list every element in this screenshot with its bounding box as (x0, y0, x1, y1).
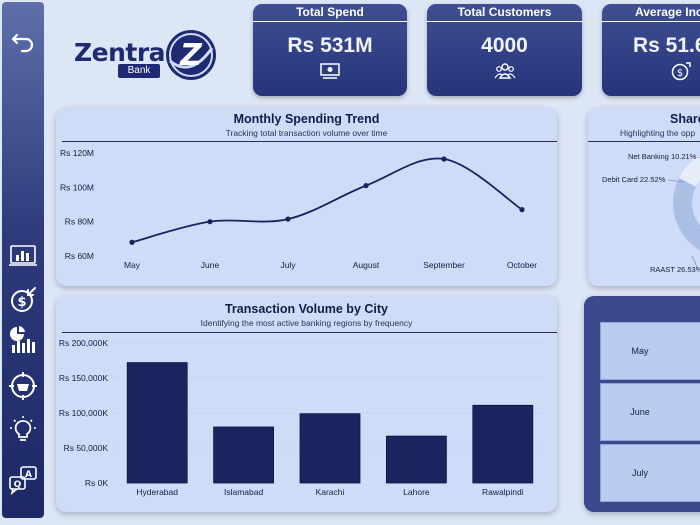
panel-title: Monthly Spending Trend (233, 112, 380, 126)
x-tick-label: June (201, 260, 220, 270)
y-tick-label: Rs 100M (60, 182, 94, 192)
svg-text:A: A (25, 470, 32, 480)
kpi-value: 4000 (481, 34, 528, 57)
y-tick-label: Rs 60M (65, 251, 94, 261)
x-tick-label: Karachi (316, 487, 345, 497)
city-volume-bar-chart: Rs 0K Rs 50,000K Rs 100,000K Rs 150,000K Rs … (59, 338, 546, 497)
svg-text:$: $ (17, 295, 26, 310)
x-tick-label: October (507, 260, 537, 270)
y-tick-label: Rs 100,000K (59, 408, 108, 418)
table-row[interactable]: May (600, 322, 700, 380)
transaction-volume-city-panel: Transaction Volume by City Identifying t… (56, 296, 557, 512)
pie-slice[interactable] (678, 152, 700, 187)
svg-text:Q: Q (14, 480, 22, 490)
y-tick-label: Rs 80M (65, 217, 94, 227)
monthly-spending-line-chart: Rs 60M Rs 80M Rs 100M Rs 120M May June July Aug… (60, 148, 537, 270)
y-tick-label: Rs 200,000K (59, 338, 108, 348)
panel-subtitle: Tracking total transaction volume over t… (225, 128, 388, 138)
payment-share-panel: Share Highlighting the opp Net Banking 1… (588, 108, 700, 286)
divider (62, 141, 557, 142)
data-point[interactable] (285, 216, 291, 222)
series-line (131, 157, 523, 244)
table-cell-month: May (631, 346, 649, 356)
x-tick-label: Lahore (403, 487, 430, 497)
bar-chart-report-icon[interactable] (7, 240, 39, 272)
brand-emblem-icon: Z (166, 30, 216, 80)
leader-line (697, 156, 700, 158)
brand-sub: Bank (118, 64, 160, 78)
bar[interactable] (472, 404, 534, 484)
data-point[interactable] (207, 219, 213, 225)
brand-name: Zentra (74, 38, 166, 67)
month-table-panel: May June July (584, 296, 700, 512)
x-tick-label: May (124, 260, 141, 270)
cash-icon (320, 63, 340, 79)
pie-label: RAAST 26.53% (650, 265, 700, 274)
monthly-spending-trend-panel: Monthly Spending Trend Tracking total tr… (56, 108, 557, 286)
kpi-value: Rs 531M (287, 34, 373, 57)
bar[interactable] (299, 413, 361, 484)
bar[interactable] (126, 362, 188, 484)
lightbulb-icon[interactable] (7, 414, 39, 446)
y-tick-label: Rs 120M (60, 148, 94, 158)
x-tick-label: August (353, 260, 380, 270)
x-tick-label: Islamabad (224, 487, 263, 497)
customers-icon (494, 63, 515, 79)
table-row[interactable]: July (600, 444, 700, 502)
table-cell-month: June (630, 407, 650, 417)
kpi-total-spend: Total Spend Rs 531M (253, 4, 407, 96)
payment-share-donut-chart: Net Banking 10.21% Debit Card 22.52% RAAST… (602, 152, 700, 274)
pie-label: Debit Card 22.52% (602, 175, 666, 184)
y-tick-label: Rs 0K (85, 478, 108, 488)
y-tick-label: Rs 50,000K (64, 443, 109, 453)
panel-title: Transaction Volume by City (224, 302, 388, 316)
dollar-cycle-icon: $ (671, 62, 691, 81)
bar[interactable] (213, 426, 275, 484)
divider (588, 141, 700, 142)
table-cell-month: July (631, 468, 648, 478)
x-tick-label: July (280, 260, 296, 270)
y-tick-label: Rs 150,000K (59, 373, 108, 383)
leader-line (667, 179, 685, 183)
shopping-basket-target-icon[interactable] (7, 370, 39, 402)
table-row[interactable]: June (600, 383, 700, 441)
kpi-average-income: Average Inc Rs 51.6 $ (602, 4, 700, 96)
data-point[interactable] (441, 156, 447, 162)
kpi-title: Average Inc (602, 4, 700, 22)
kpi-value: Rs 51.6 (633, 34, 700, 57)
divider (62, 332, 557, 333)
data-point[interactable] (363, 183, 369, 189)
dollar-refund-icon[interactable]: $ (7, 284, 39, 316)
kpi-title: Total Customers (427, 4, 582, 22)
panel-subtitle: Identifying the most active banking regi… (200, 318, 413, 328)
pie-bar-analytics-icon[interactable] (7, 324, 39, 356)
leader-line (691, 255, 699, 270)
kpi-title: Total Spend (253, 4, 407, 22)
x-tick-label: Rawalpindi (482, 487, 524, 497)
brand-logo: Zentra Bank Z (72, 26, 222, 84)
data-point[interactable] (129, 239, 135, 245)
back-arrow-icon[interactable] (7, 24, 39, 56)
pie-slice[interactable] (673, 178, 700, 254)
panel-subtitle: Highlighting the opp (620, 128, 696, 138)
data-point[interactable] (519, 207, 525, 213)
svg-text:Z: Z (179, 38, 203, 73)
panel-title: Share (670, 112, 700, 126)
x-tick-label: September (423, 260, 465, 270)
bar[interactable] (385, 435, 447, 484)
x-tick-label: Hyderabad (136, 487, 178, 497)
kpi-total-customers: Total Customers 4000 (427, 4, 582, 96)
svg-text:$: $ (677, 68, 683, 79)
pie-label: Net Banking 10.21% (628, 152, 697, 161)
